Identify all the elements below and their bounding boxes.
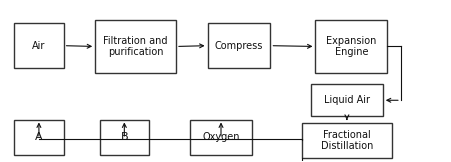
FancyBboxPatch shape bbox=[311, 84, 383, 116]
FancyBboxPatch shape bbox=[95, 20, 176, 73]
Text: A: A bbox=[35, 132, 43, 142]
Text: B: B bbox=[120, 132, 128, 142]
Text: Liquid Air: Liquid Air bbox=[324, 95, 370, 105]
FancyBboxPatch shape bbox=[14, 23, 64, 68]
Text: Filtration and
purification: Filtration and purification bbox=[103, 36, 168, 57]
Text: Compress: Compress bbox=[215, 41, 263, 51]
Text: Air: Air bbox=[32, 41, 46, 51]
FancyBboxPatch shape bbox=[189, 120, 253, 155]
FancyBboxPatch shape bbox=[14, 120, 64, 155]
Text: Expansion
Engine: Expansion Engine bbox=[326, 36, 377, 57]
Text: Oxygen: Oxygen bbox=[202, 132, 240, 142]
FancyBboxPatch shape bbox=[100, 120, 149, 155]
FancyBboxPatch shape bbox=[315, 20, 387, 73]
FancyBboxPatch shape bbox=[207, 23, 271, 68]
Text: Fractional
Distillation: Fractional Distillation bbox=[321, 130, 373, 151]
FancyBboxPatch shape bbox=[302, 123, 392, 158]
